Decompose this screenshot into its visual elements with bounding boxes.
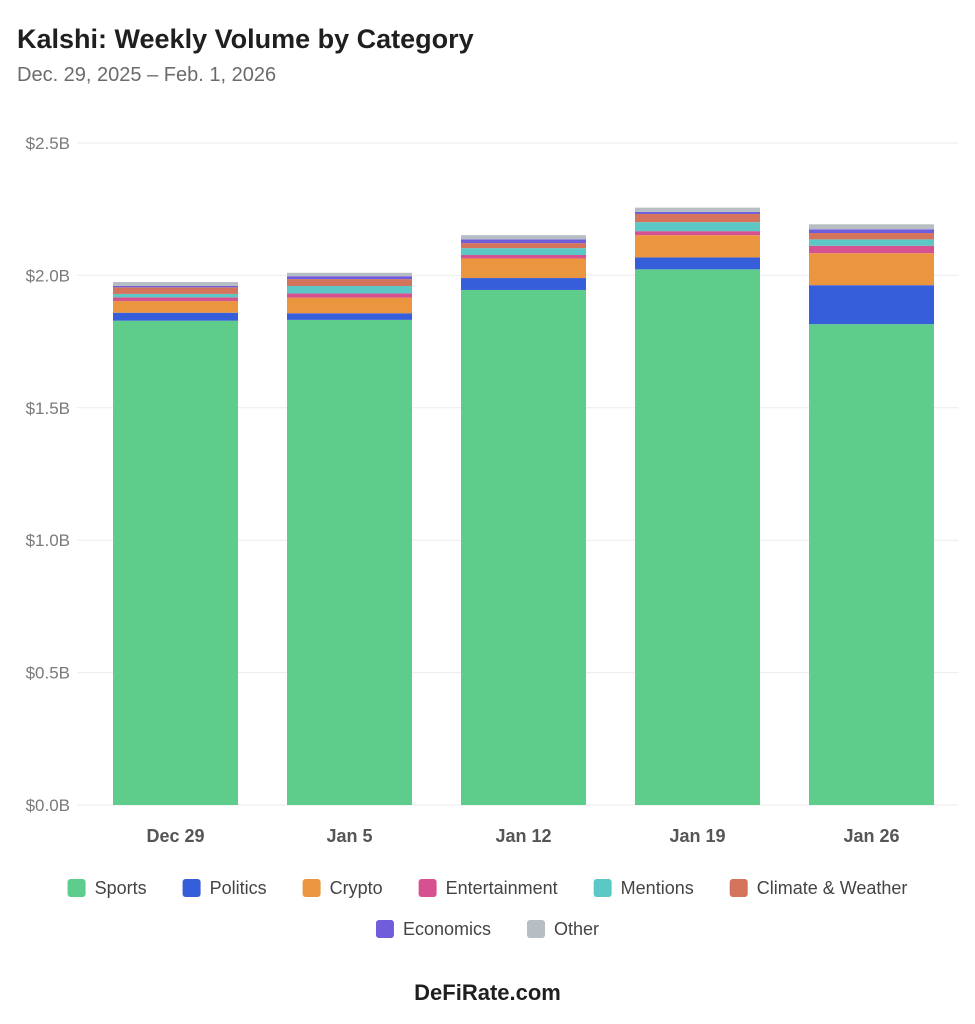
x-tick-label: Jan 19 (669, 826, 725, 846)
legend-label: Mentions (621, 878, 694, 898)
bar-segment-politics (809, 285, 934, 325)
y-tick-label: $1.0B (26, 531, 70, 550)
bar-segment-climate-weather (635, 213, 760, 223)
bar-segment-crypto (635, 235, 760, 258)
bar-segment-sports (113, 320, 238, 805)
bar-segment-sports (635, 269, 760, 806)
bar-segment-other (461, 235, 586, 240)
legend-swatch (729, 879, 748, 897)
legend-label: Entertainment (446, 878, 558, 898)
bar-segment-mentions (635, 222, 760, 232)
bar-segment-sports (461, 289, 586, 805)
bar-segment-other (809, 224, 934, 230)
bar-segment-politics (287, 313, 412, 320)
bar-segment-entertainment (287, 293, 412, 298)
legend-label: Climate & Weather (757, 878, 908, 898)
bar-segment-entertainment (809, 245, 934, 254)
bar-segment-economics (635, 211, 760, 214)
chart-subtitle: Dec. 29, 2025 – Feb. 1, 2026 (17, 64, 277, 86)
legend-swatch (67, 879, 86, 897)
bar-segment-economics (461, 239, 586, 244)
y-tick-label: $2.0B (26, 266, 70, 285)
bar-segment-climate-weather (461, 243, 586, 249)
legend-swatch (418, 879, 437, 897)
bar-segment-other (635, 207, 760, 212)
bar-segment-crypto (287, 297, 412, 314)
bar-segment-other (287, 272, 412, 277)
y-tick-label: $1.5B (26, 399, 70, 418)
legend-swatch (593, 879, 612, 897)
legend-label: Economics (403, 919, 491, 939)
bar-segment-economics (809, 229, 934, 234)
bar-segment-other (113, 282, 238, 286)
legend-swatch (375, 920, 394, 938)
bar-segment-politics (635, 257, 760, 270)
bar-segment-crypto (461, 258, 586, 279)
x-tick-label: Jan 5 (326, 826, 372, 846)
legend-label: Politics (210, 878, 267, 898)
bar-segment-crypto (113, 301, 238, 313)
legend-swatch (302, 879, 321, 897)
bar-segment-mentions (809, 239, 934, 246)
legend-label: Crypto (330, 878, 383, 898)
bar-segment-climate-weather (809, 233, 934, 240)
x-tick-label: Dec 29 (146, 826, 204, 846)
bar-segment-mentions (461, 248, 586, 256)
bar-segment-crypto (809, 253, 934, 286)
footer-brand: DeFiRate.com (414, 980, 561, 1005)
legend-swatch (182, 879, 201, 897)
legend-swatch (527, 920, 546, 938)
bar-segment-climate-weather (287, 279, 412, 286)
y-tick-label: $0.5B (26, 664, 70, 683)
legend-label: Sports (95, 878, 147, 898)
y-tick-label: $0.0B (26, 796, 70, 815)
bar-segment-economics (287, 276, 412, 280)
bar-segment-politics (461, 278, 586, 290)
x-tick-label: Jan 12 (495, 826, 551, 846)
bar-segment-economics (113, 285, 238, 288)
bar-segment-sports (809, 324, 934, 805)
bar-segment-sports (287, 319, 412, 805)
bar-segment-mentions (287, 285, 412, 294)
legend-label: Other (554, 919, 599, 939)
bar-segment-mentions (113, 293, 238, 298)
bar-segment-entertainment (113, 297, 238, 302)
bar-segment-climate-weather (113, 287, 238, 294)
bar-segment-entertainment (461, 255, 586, 259)
y-tick-label: $2.5B (26, 134, 70, 153)
x-tick-label: Jan 26 (843, 826, 899, 846)
bar-segment-entertainment (635, 231, 760, 236)
chart-title: Kalshi: Weekly Volume by Category (17, 24, 474, 54)
bar-segment-politics (113, 312, 238, 321)
